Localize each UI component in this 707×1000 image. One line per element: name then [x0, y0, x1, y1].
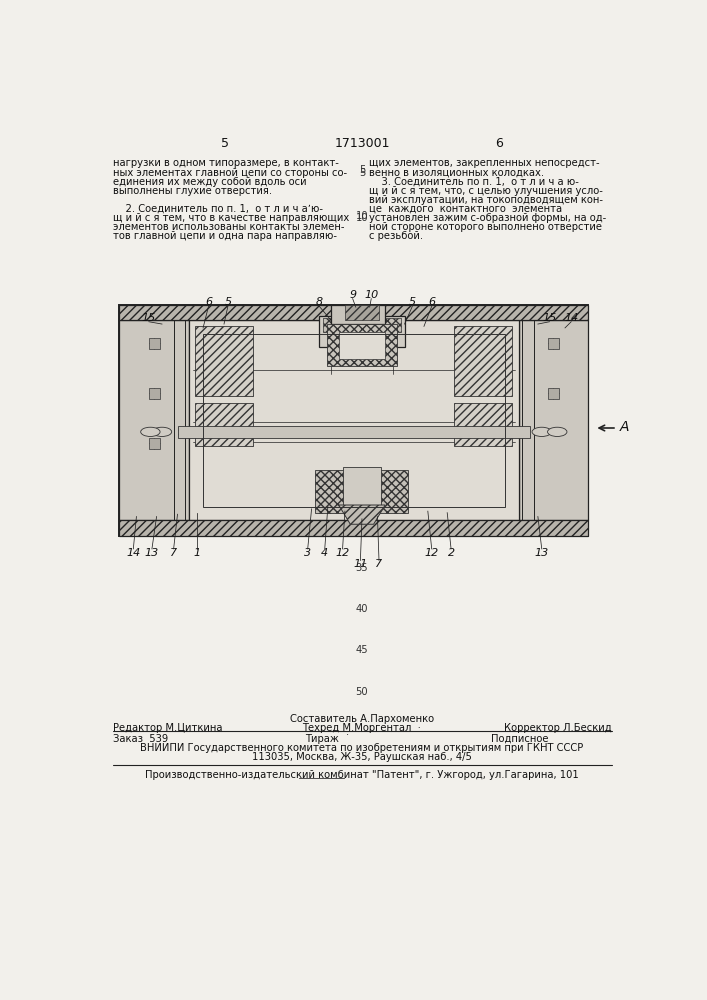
Text: 15: 15 [542, 313, 556, 323]
Text: Техред М.Моргентал  ·: Техред М.Моргентал · [303, 723, 421, 733]
Bar [320, 316, 404, 347]
Text: ной стороне которого выполнено отверстие: ной стороне которого выполнено отверстие [369, 222, 602, 232]
Bar [119, 320, 189, 520]
Text: 5: 5 [224, 297, 231, 307]
Text: тов главной цепи и одна пара направляю-: тов главной цепи и одна пара направляю- [113, 231, 337, 241]
Text: установлен зажим с-образной формы, на од-: установлен зажим с-образной формы, на од… [369, 213, 606, 223]
Text: 6: 6 [205, 297, 212, 307]
Text: 13: 13 [145, 548, 159, 558]
Text: Производственно-издательский комбинат "Патент", г. Ужгород, ул.Гагарина, 101: Производственно-издательский комбинат "П… [145, 770, 579, 780]
Bar [203, 334, 505, 507]
Text: 6: 6 [495, 137, 503, 150]
Text: 2: 2 [448, 548, 455, 558]
Text: A: A [619, 420, 629, 434]
Polygon shape [339, 505, 385, 524]
Text: Корректор Л.Бескид: Корректор Л.Бескид [504, 723, 612, 733]
Text: 1: 1 [193, 548, 201, 558]
Bar [454, 326, 513, 396]
Bar [454, 403, 513, 446]
Bar [378, 470, 409, 513]
Text: 4: 4 [321, 548, 328, 558]
Bar [548, 338, 559, 349]
Text: 15: 15 [141, 313, 156, 323]
Ellipse shape [141, 427, 160, 436]
Text: 10: 10 [356, 211, 368, 221]
Text: нагрузки в одном типоразмере, в контакт-: нагрузки в одном типоразмере, в контакт- [113, 158, 339, 168]
Ellipse shape [547, 427, 567, 436]
Bar [119, 520, 588, 536]
Bar [331, 305, 385, 324]
Text: це  каждого  контактного  элемента: це каждого контактного элемента [369, 204, 562, 214]
Text: венно в изоляционных колодках.: венно в изоляционных колодках. [369, 168, 544, 178]
Text: элементов использованы контакты элемен-: элементов использованы контакты элемен- [113, 222, 345, 232]
Text: 10: 10 [356, 213, 368, 223]
Ellipse shape [532, 427, 551, 436]
Text: Составитель А.Пархоменко: Составитель А.Пархоменко [290, 714, 434, 724]
Bar [315, 470, 346, 513]
Bar [195, 326, 253, 396]
Text: 40: 40 [356, 604, 368, 614]
Text: 14: 14 [564, 313, 578, 323]
Text: единения их между собой вдоль оси: единения их между собой вдоль оси [113, 177, 307, 187]
Bar [149, 338, 160, 349]
Bar [379, 318, 401, 332]
Text: Подписное: Подписное [491, 734, 549, 744]
Text: 12: 12 [335, 548, 350, 558]
Text: 3. Соединитель по п. 1,  о т л и ч а ю-: 3. Соединитель по п. 1, о т л и ч а ю- [369, 177, 579, 187]
Bar [345, 305, 379, 320]
Text: 8: 8 [316, 297, 323, 307]
Text: с резьбой.: с резьбой. [369, 231, 423, 241]
Bar [119, 305, 588, 320]
Text: выполнены глухие отверстия.: выполнены глухие отверстия. [113, 186, 272, 196]
Bar [518, 320, 588, 520]
Text: 3: 3 [304, 548, 311, 558]
Text: 7: 7 [170, 548, 177, 558]
Text: 50: 50 [356, 687, 368, 697]
Bar [327, 324, 397, 366]
Text: вий эксплуатации, на токоподводящем кон-: вий эксплуатации, на токоподводящем кон- [369, 195, 603, 205]
Text: ных элементах главной цепи со стороны со-: ных элементах главной цепи со стороны со… [113, 168, 347, 178]
Bar [119, 305, 588, 536]
Bar [339, 332, 385, 359]
Bar [149, 388, 160, 399]
Text: 1713001: 1713001 [334, 137, 390, 150]
Bar [343, 466, 381, 509]
Ellipse shape [152, 427, 172, 436]
Text: 7: 7 [375, 559, 382, 569]
Text: 45: 45 [356, 645, 368, 655]
Text: 5: 5 [358, 165, 365, 175]
Text: 5: 5 [409, 297, 416, 307]
Text: Тираж  ˙: Тираж ˙ [305, 734, 351, 744]
Text: 2. Соединитель по п. 1,  о т л и ч аʼю-: 2. Соединитель по п. 1, о т л и ч аʼю- [113, 204, 323, 214]
Text: 6: 6 [428, 297, 436, 307]
Text: 11: 11 [354, 559, 368, 569]
Text: щих элементов, закрепленных непосредст-: щих элементов, закрепленных непосредст- [369, 158, 600, 168]
Text: Редактор М.Циткина: Редактор М.Циткина [113, 723, 223, 733]
Text: щ и й с я тем, что, с целью улучшения усло-: щ и й с я тем, что, с целью улучшения ус… [369, 186, 603, 196]
Text: 5: 5 [221, 137, 229, 150]
Text: 35: 35 [356, 563, 368, 573]
Text: Заказ  539: Заказ 539 [113, 734, 168, 744]
Text: щ и й с я тем, что в качестве направляющих: щ и й с я тем, что в качестве направляющ… [113, 213, 349, 223]
Text: 113035, Москва, Ж-35, Раушская наб., 4/5: 113035, Москва, Ж-35, Раушская наб., 4/5 [252, 752, 472, 762]
Text: 5: 5 [358, 168, 365, 178]
Text: 10: 10 [364, 290, 378, 300]
Bar [548, 388, 559, 399]
Text: 14: 14 [127, 548, 141, 558]
Bar [177, 426, 530, 438]
Bar [149, 438, 160, 449]
Text: 13: 13 [534, 548, 549, 558]
Bar [189, 320, 518, 520]
Text: ВНИИПИ Государственного комитета по изобретениям и открытиям при ГКНТ СССР: ВНИИПИ Государственного комитета по изоб… [140, 743, 583, 753]
Text: 9: 9 [349, 290, 356, 300]
Bar [323, 318, 345, 332]
Bar [195, 403, 253, 446]
Text: 12: 12 [425, 548, 439, 558]
